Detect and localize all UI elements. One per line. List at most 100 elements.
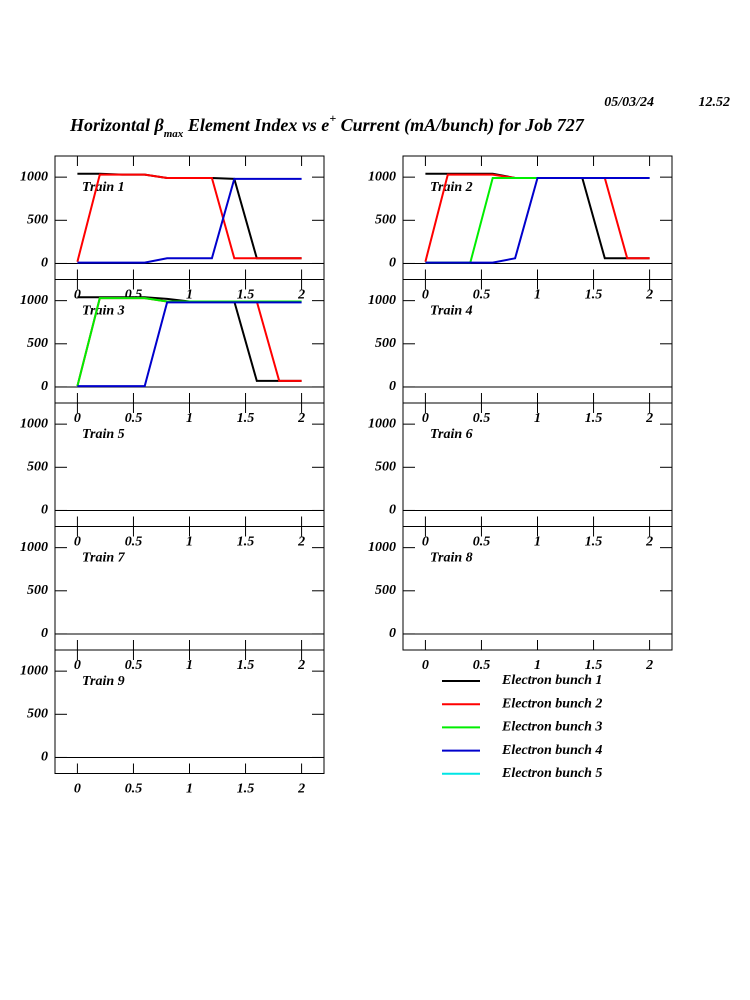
- y-tick-label: 1000: [20, 416, 48, 431]
- panel-title: Train 9: [82, 674, 125, 689]
- x-tick-label: 0: [74, 782, 81, 797]
- panel-title: Train 5: [82, 427, 125, 442]
- series-line: [77, 301, 302, 388]
- x-tick-label: 1.5: [237, 535, 255, 550]
- x-tick-label: 1.5: [237, 782, 255, 797]
- x-tick-label: 1.5: [585, 535, 603, 550]
- series-line: [76, 173, 302, 262]
- x-tick-label: 0.5: [473, 411, 491, 426]
- y-tick-label: 0: [389, 626, 396, 641]
- y-tick-label: 500: [375, 460, 396, 475]
- x-tick-label: 2: [297, 782, 305, 797]
- x-tick-label: 0.5: [125, 658, 143, 673]
- y-tick-label: 500: [375, 336, 396, 351]
- y-tick-label: 1000: [20, 293, 48, 308]
- x-tick-label: 0: [422, 411, 429, 426]
- title-part: Horizontal β: [69, 115, 165, 135]
- x-tick-label: 2: [297, 535, 305, 550]
- x-tick-label: 2: [645, 658, 653, 673]
- x-tick-label: 0: [74, 658, 81, 673]
- x-tick-label: 0: [74, 535, 81, 550]
- y-tick-label: 0: [389, 256, 396, 271]
- legend-label: Electron bunch 4: [501, 743, 602, 758]
- panel-title: Train 6: [430, 427, 473, 442]
- y-tick-label: 0: [389, 503, 396, 518]
- y-tick-label: 1000: [368, 169, 396, 184]
- y-tick-label: 500: [27, 213, 48, 228]
- y-tick-label: 1000: [20, 540, 48, 555]
- y-tick-label: 1000: [368, 540, 396, 555]
- x-tick-label: 1: [534, 535, 541, 550]
- y-tick-label: 0: [41, 379, 48, 394]
- title-part: Current (mA/bunch) for Job 727: [336, 115, 585, 136]
- series-line: [77, 177, 302, 264]
- x-tick-label: 1: [186, 658, 193, 673]
- x-tick-label: 1.5: [585, 658, 603, 673]
- title-subscript: max: [164, 128, 184, 140]
- x-tick-label: 1: [534, 288, 541, 303]
- x-tick-label: 1: [186, 288, 193, 303]
- title-superscript: +: [329, 111, 336, 125]
- x-tick-label: 0.5: [473, 535, 491, 550]
- x-tick-label: 2: [297, 288, 305, 303]
- x-tick-label: 0: [422, 535, 429, 550]
- legend-label: Electron bunch 3: [501, 720, 602, 735]
- x-tick-label: 0.5: [125, 411, 143, 426]
- legend-label: Electron bunch 2: [501, 696, 602, 711]
- time: 12.52: [699, 95, 731, 110]
- y-tick-label: 0: [389, 379, 396, 394]
- x-tick-label: 1: [186, 535, 193, 550]
- x-tick-label: 0.5: [125, 288, 143, 303]
- y-tick-label: 500: [27, 336, 48, 351]
- y-tick-label: 0: [41, 256, 48, 271]
- x-tick-label: 2: [645, 535, 653, 550]
- panel-title: Train 8: [430, 551, 473, 566]
- x-tick-label: 0.5: [473, 658, 491, 673]
- figure-title: Horizontal βmax Element Index vs e+ Curr…: [69, 111, 585, 140]
- x-tick-label: 0: [74, 411, 81, 426]
- y-tick-label: 0: [41, 750, 48, 765]
- date: 05/03/24: [604, 95, 654, 110]
- y-tick-label: 500: [27, 707, 48, 722]
- y-tick-label: 1000: [20, 169, 48, 184]
- y-tick-label: 500: [375, 213, 396, 228]
- y-tick-label: 0: [41, 626, 48, 641]
- panel-title: Train 2: [430, 180, 473, 195]
- y-tick-label: 0: [41, 503, 48, 518]
- x-tick-label: 0: [422, 288, 429, 303]
- y-tick-label: 500: [27, 460, 48, 475]
- panel-title: Train 7: [82, 551, 126, 566]
- title-part: Element Index vs e: [183, 115, 329, 135]
- x-tick-label: 1.5: [237, 411, 255, 426]
- x-tick-label: 2: [645, 411, 653, 426]
- x-tick-label: 1: [186, 411, 193, 426]
- y-tick-label: 1000: [20, 663, 48, 678]
- x-tick-label: 1: [534, 411, 541, 426]
- series-line: [425, 177, 650, 264]
- x-tick-label: 0.5: [125, 782, 143, 797]
- x-tick-label: 1: [534, 658, 541, 673]
- panel-title: Train 1: [82, 180, 125, 195]
- x-tick-label: 0: [74, 288, 81, 303]
- x-tick-label: 1: [186, 782, 193, 797]
- x-tick-label: 2: [297, 411, 305, 426]
- x-tick-label: 0.5: [473, 288, 491, 303]
- legend-label: Electron bunch 5: [501, 766, 602, 781]
- y-tick-label: 500: [375, 583, 396, 598]
- x-tick-label: 1.5: [237, 288, 255, 303]
- y-tick-label: 1000: [368, 293, 396, 308]
- legend-label: Electron bunch 1: [501, 673, 602, 688]
- x-tick-label: 2: [297, 658, 305, 673]
- x-tick-label: 0.5: [125, 535, 143, 550]
- y-tick-label: 1000: [368, 416, 396, 431]
- x-tick-label: 1.5: [585, 288, 603, 303]
- y-tick-label: 500: [27, 583, 48, 598]
- x-tick-label: 1.5: [585, 411, 603, 426]
- x-tick-label: 1.5: [237, 658, 255, 673]
- x-tick-label: 0: [422, 658, 429, 673]
- panel-title: Train 3: [82, 304, 125, 319]
- panel-title: Train 4: [430, 304, 473, 319]
- x-tick-label: 2: [645, 288, 653, 303]
